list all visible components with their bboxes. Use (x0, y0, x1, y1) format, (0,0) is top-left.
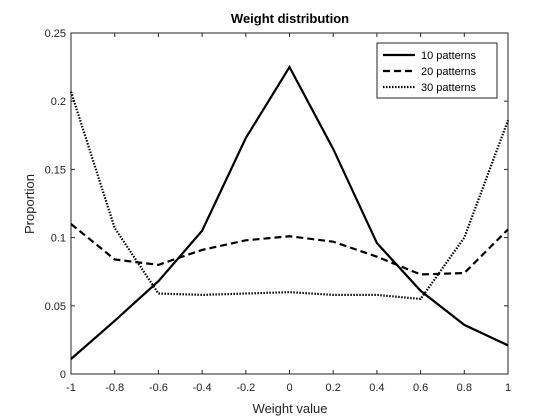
y-tick-label: 0.1 (51, 233, 66, 245)
series-line-20-patterns (70, 223, 509, 276)
plot-area: -1 -0.8 -0.6 -0.4 -0.2 0 0.2 0.4 0.6 0.8 1 0 0.05 0.1… (45, 28, 511, 394)
x-tick-label: 0.2 (326, 382, 341, 394)
x-tick-label: 0.4 (369, 382, 384, 394)
x-tick-label: -0.4 (193, 382, 212, 394)
x-tick-label: -0.2 (236, 382, 255, 394)
y-tick-label: 0 (60, 369, 66, 381)
series-line-10-patterns (70, 64, 509, 360)
y-tick-label: 0.15 (45, 164, 66, 176)
legend-label-30-patterns: 30 patterns (421, 82, 477, 94)
x-tick-label: -1 (66, 382, 76, 394)
y-tick-label: 0.25 (45, 28, 66, 40)
series-line-30-patterns (69, 91, 510, 301)
x-axis-label: Weight value (253, 401, 328, 416)
x-tick-label: -0.8 (105, 382, 124, 394)
legend: 10 patterns 20 patterns 30 patterns (376, 42, 498, 99)
y-tick-label: 0.05 (45, 301, 66, 313)
y-axis-label: Proportion (22, 174, 37, 234)
chart-title: Weight distribution (231, 11, 349, 26)
x-tick-label: 0.6 (413, 382, 428, 394)
legend-label-10-patterns: 10 patterns (421, 50, 477, 62)
x-tick-label: 0.8 (457, 382, 472, 394)
y-tick-label: 0.2 (51, 96, 66, 108)
x-tick-label: 1 (505, 382, 511, 394)
x-tick-label: -0.6 (149, 382, 168, 394)
x-tick-label: 0 (286, 382, 292, 394)
legend-label-20-patterns: 20 patterns (421, 66, 477, 78)
